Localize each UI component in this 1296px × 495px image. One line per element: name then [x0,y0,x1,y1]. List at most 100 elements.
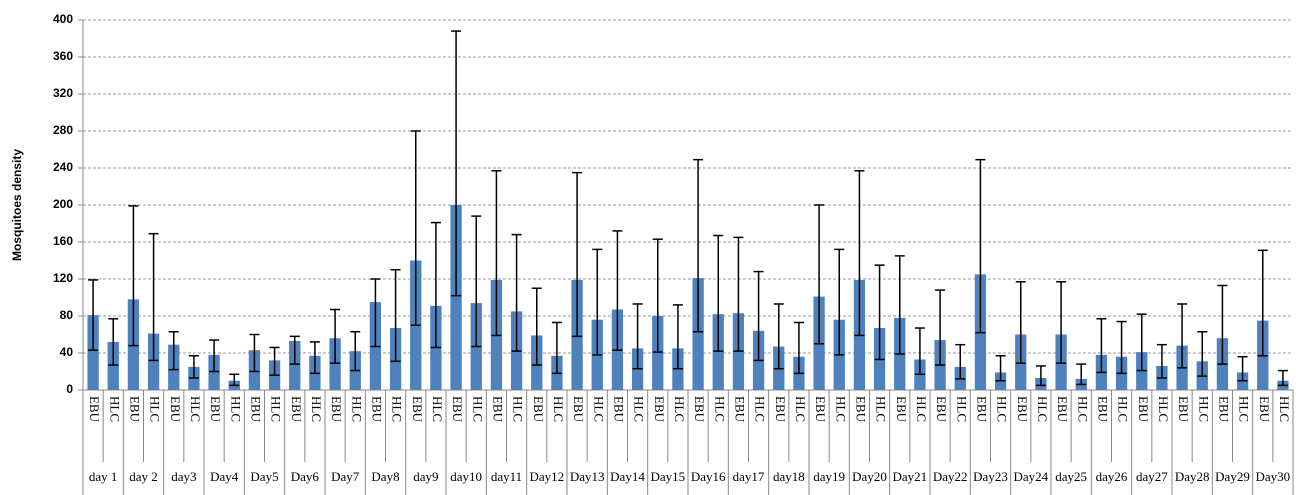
x-tick-label: HLC [712,396,727,422]
x-tick-label: HLC [1035,396,1050,422]
y-axis-label: Mosquitoes density [10,149,24,261]
x-tick-label: HLC [1075,396,1090,422]
group-label: day27 [1136,469,1168,484]
x-tick-label: EBU [692,396,707,423]
x-tick-label: HLC [874,396,889,422]
group-label: day10 [450,469,482,484]
x-tick-label: EBU [732,396,747,423]
x-tick-label: HLC [753,396,768,422]
x-tick-label: EBU [168,396,183,423]
bar [289,340,301,390]
x-tick-label: HLC [1196,396,1211,422]
x-tick-label: HLC [632,396,647,422]
y-tick-label: 400 [53,12,73,26]
x-tick-label: EBU [87,396,102,423]
x-tick-label: HLC [228,396,243,422]
group-label: Day14 [610,469,645,484]
y-tick-label: 280 [53,123,73,137]
x-tick-label: EBU [410,396,425,423]
x-tick-label: HLC [995,396,1010,422]
x-tick-label: EBU [490,396,505,423]
group-label: day26 [1096,469,1128,484]
x-tick-label: EBU [208,396,223,423]
x-tick-label: EBU [894,396,909,423]
x-tick-label: HLC [107,396,122,422]
x-tick-label: HLC [148,396,163,422]
x-tick-label: EBU [127,396,142,423]
x-tick-label: HLC [269,396,284,422]
group-label: day 2 [129,469,158,484]
x-tick-label: EBU [1055,396,1070,423]
x-tick-label: HLC [511,396,526,422]
y-tick-label: 0 [66,382,73,396]
y-tick-label: 80 [60,308,74,322]
x-tick-label: HLC [1116,396,1131,422]
group-label: day25 [1055,469,1087,484]
x-tick-label: HLC [672,396,687,422]
x-tick-label: EBU [773,396,788,423]
y-tick-label: 240 [53,160,73,174]
bar [107,341,119,390]
x-tick-label: HLC [349,396,364,422]
group-label: Day23 [973,469,1008,484]
y-tick-label: 320 [53,86,73,100]
group-label: Day13 [570,469,605,484]
bar [692,278,704,390]
x-tick-label: EBU [369,396,384,423]
x-tick-label: EBU [1015,396,1030,423]
x-tick-label: EBU [248,396,263,423]
x-tick-label: HLC [551,396,566,422]
group-label: day17 [733,469,765,484]
x-tick-label: EBU [813,396,828,423]
group-label: day11 [491,469,522,484]
group-label: Day22 [933,469,968,484]
bar [652,316,664,390]
group-label: Day28 [1175,469,1210,484]
x-tick-label: EBU [450,396,465,423]
group-label: day18 [773,469,805,484]
group-label: Day29 [1215,469,1250,484]
y-tick-label: 120 [53,271,73,285]
group-label: Day8 [371,469,399,484]
group-label: Day21 [892,469,927,484]
x-tick-label: EBU [531,396,546,423]
x-tick-label: EBU [571,396,586,423]
group-label: day9 [413,469,438,484]
x-tick-label: HLC [470,396,485,422]
x-tick-label: EBU [611,396,626,423]
x-tick-label: HLC [1156,396,1171,422]
group-label: Day24 [1013,469,1048,484]
x-tick-label: HLC [954,396,969,422]
group-label: Day7 [331,469,360,484]
group-label: Day20 [852,469,887,484]
x-tick-label: EBU [1095,396,1110,423]
x-tick-label: HLC [833,396,848,422]
y-tick-label: 40 [60,345,74,359]
group-label: Day15 [650,469,685,484]
group-label: Day16 [691,469,726,484]
x-tick-label: EBU [1216,396,1231,423]
x-tick-label: HLC [430,396,445,422]
bar [712,314,724,390]
x-tick-label: EBU [652,396,667,423]
bar [87,315,99,390]
x-tick-label: EBU [974,396,989,423]
group-label: Day5 [250,469,278,484]
x-tick-label: HLC [1277,396,1292,422]
bar [450,205,462,390]
y-tick-label: 360 [53,49,73,63]
x-tick-label: EBU [289,396,304,423]
bar [329,338,341,390]
group-label: day19 [813,469,845,484]
x-tick-label: HLC [591,396,606,422]
x-tick-label: EBU [329,396,344,423]
group-label: day3 [171,469,196,484]
group-label: Day30 [1255,469,1290,484]
x-tick-label: EBU [934,396,949,423]
x-tick-label: HLC [793,396,808,422]
group-label: Day4 [210,469,239,484]
bar [208,354,220,390]
x-tick-label: HLC [390,396,405,422]
y-tick-label: 200 [53,197,73,211]
